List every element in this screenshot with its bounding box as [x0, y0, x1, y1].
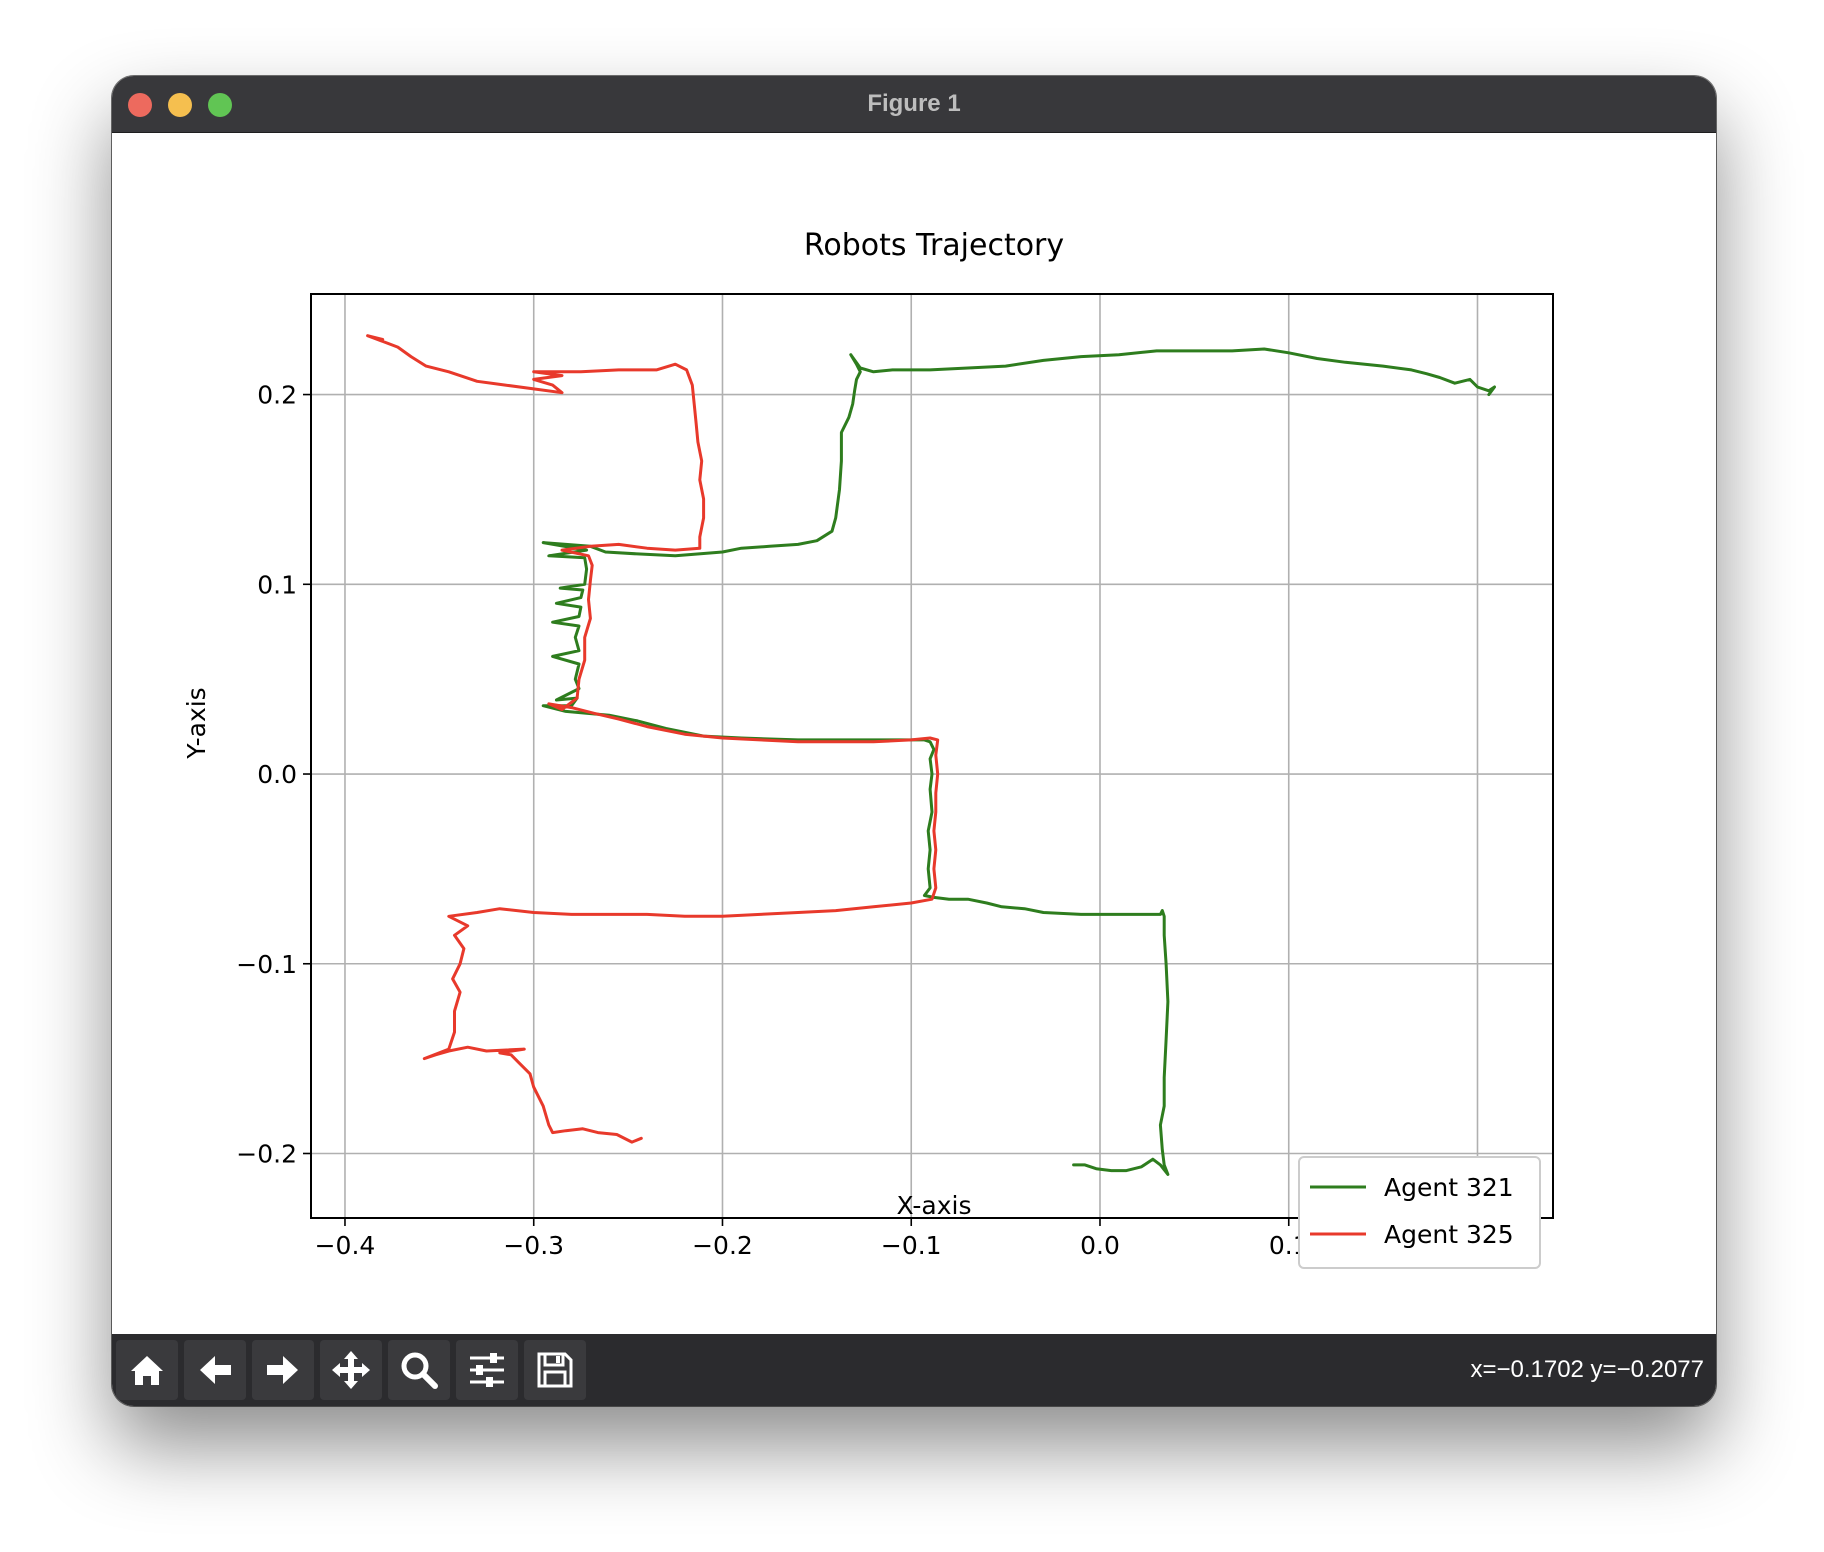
figure-canvas[interactable]: Robots Trajectory −0.4 −0.3 −0.2 −0.1 0.0 0.1… — [112, 133, 1716, 1333]
sliders-icon — [470, 1353, 504, 1387]
navigation-toolbar: x=−0.1702 y=−0.2077 — [112, 1334, 1716, 1406]
series-line-agent-321 — [541, 347, 1496, 1176]
grid — [311, 294, 1553, 1218]
home-icon — [131, 1356, 163, 1385]
magnifier-icon — [401, 1352, 438, 1389]
arrow-left-icon — [200, 1356, 231, 1384]
window-title: Figure 1 — [867, 90, 961, 117]
legend: Agent 321 Agent 325 — [1298, 1156, 1541, 1269]
y-tick-label: 0.0 — [257, 760, 297, 789]
pan-button[interactable] — [320, 1340, 382, 1400]
title-bar: Figure 1 — [112, 76, 1716, 133]
forward-button[interactable] — [252, 1340, 314, 1400]
home-button[interactable] — [116, 1340, 178, 1400]
axis-ticks: −0.4−0.3−0.2−0.10.00.10.20.20.10.0−0.1−0… — [236, 381, 1497, 1260]
arrow-right-icon — [267, 1356, 298, 1384]
x-tick-label: 0.0 — [1080, 1231, 1120, 1260]
floppy-icon — [537, 1352, 573, 1388]
figure-window: Figure 1 Robots Trajectory −0.4 −0.3 −0.2 −… — [112, 76, 1716, 1406]
legend-label-agent-325: Agent 325 — [1384, 1220, 1514, 1249]
minimize-window-button[interactable] — [168, 93, 192, 117]
series-group — [366, 334, 1496, 1176]
trajectory-chart: Robots Trajectory −0.4 −0.3 −0.2 −0.1 0.0 0.1… — [182, 228, 1554, 1269]
series-line-agent-325 — [366, 334, 940, 1144]
close-window-button[interactable] — [128, 93, 152, 117]
y-tick-label: −0.1 — [236, 950, 297, 979]
x-axis-label: X-axis — [897, 1191, 972, 1220]
legend-label-agent-321: Agent 321 — [1384, 1173, 1514, 1202]
zoom-button[interactable] — [388, 1340, 450, 1400]
save-button[interactable] — [524, 1340, 586, 1400]
x-tick-label: −0.4 — [315, 1231, 376, 1260]
x-tick-label: −0.2 — [692, 1231, 753, 1260]
y-tick-label: 0.2 — [257, 381, 297, 410]
legend-box — [1298, 1156, 1541, 1269]
x-tick-label: −0.1 — [881, 1231, 942, 1260]
y-tick-label: 0.1 — [257, 570, 297, 599]
configure-subplots-button[interactable] — [456, 1340, 518, 1400]
x-tick-label: −0.3 — [503, 1231, 564, 1260]
chart-title: Robots Trajectory — [804, 228, 1064, 263]
plot-frame — [310, 293, 1554, 1219]
y-axis-label: Y-axis — [182, 687, 211, 759]
back-button[interactable] — [184, 1340, 246, 1400]
move-icon — [332, 1351, 370, 1389]
cursor-coordinates: x=−0.1702 y=−0.2077 — [1470, 1356, 1704, 1383]
y-tick-label: −0.2 — [236, 1139, 297, 1168]
maximize-window-button[interactable] — [208, 93, 232, 117]
